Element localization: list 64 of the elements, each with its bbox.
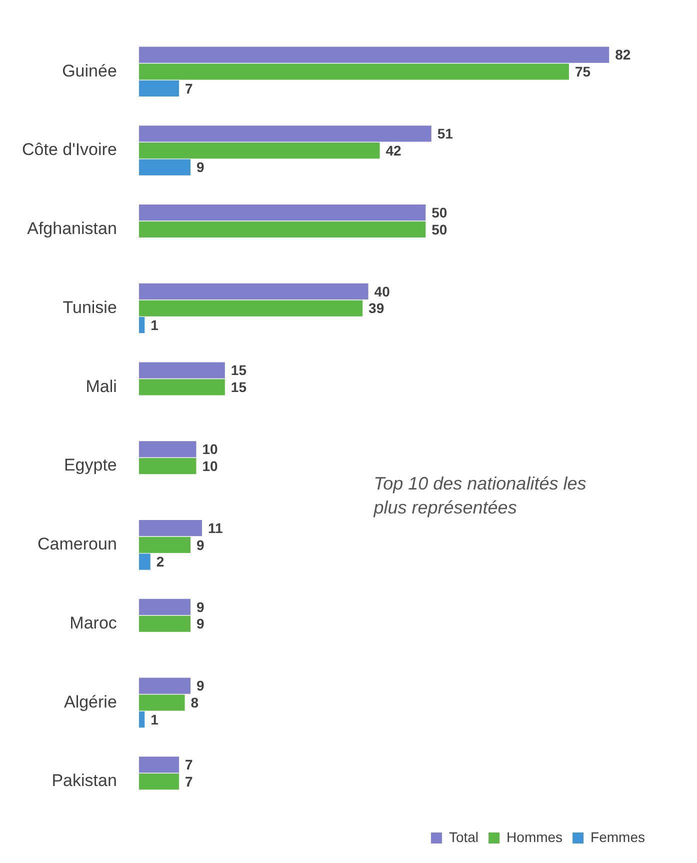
data-label: 75 (574, 64, 591, 80)
text: Top 10 des nationalités les plus représentées (372, 474, 586, 518)
bar (138, 520, 202, 536)
bar (138, 300, 363, 316)
bar (138, 126, 432, 142)
bar (138, 221, 426, 238)
data-label: 51 (437, 126, 454, 142)
bar (138, 317, 145, 334)
data-label: 40 (374, 283, 390, 300)
data-label: 11 (208, 520, 223, 536)
legend-label: Total (448, 828, 479, 845)
data-label: 15 (230, 379, 247, 396)
bar (138, 458, 196, 474)
data-label: 50 (432, 221, 448, 238)
data-label: 7 (185, 773, 194, 790)
bar (138, 159, 191, 176)
y-tick-label: Maroc (70, 613, 118, 632)
data-label: 9 (196, 598, 205, 615)
data-label: 8 (190, 694, 199, 711)
data-label: 39 (368, 300, 384, 316)
data-label: 2 (156, 554, 164, 570)
y-tick-label: Guinée (62, 61, 117, 80)
bar (138, 80, 180, 97)
legend-label: Femmes (590, 828, 646, 845)
bar (138, 773, 180, 790)
legend-label: Hommes (506, 828, 563, 845)
bar (138, 598, 191, 616)
bar (138, 616, 191, 632)
bar (138, 379, 225, 396)
bar (138, 142, 380, 159)
bar (138, 283, 368, 300)
y-tick-label: Algérie (64, 692, 117, 712)
data-label: 9 (196, 678, 205, 694)
bar (138, 46, 610, 63)
data-label: 9 (196, 616, 205, 632)
data-label: 7 (185, 80, 194, 96)
data-label: 50 (432, 204, 448, 220)
y-tick-label: Côte d'Ivoire (22, 140, 117, 160)
bar (138, 554, 150, 570)
bar (138, 678, 191, 694)
y-tick-label: Afghanistan (27, 219, 117, 238)
bar (138, 694, 185, 711)
bar (138, 64, 569, 80)
y-tick-label: Cameroun (38, 534, 117, 554)
bar (138, 362, 225, 378)
bar (138, 204, 426, 221)
bar (138, 536, 191, 553)
data-label: 9 (196, 536, 205, 553)
y-tick-label: Tunisie (62, 298, 117, 317)
data-label: 15 (230, 362, 247, 378)
data-label: 42 (386, 142, 402, 158)
data-label: 10 (202, 458, 218, 474)
data-label: 10 (202, 441, 218, 458)
data-label: 9 (196, 159, 205, 176)
y-tick-label: Egypte (64, 456, 117, 475)
data-label: 82 (615, 46, 631, 63)
y-tick-label: Pakistan (52, 771, 117, 790)
bar (138, 756, 180, 773)
bar (138, 711, 145, 728)
bar (138, 441, 196, 458)
y-tick-label: Mali (86, 376, 117, 396)
data-label: 7 (185, 756, 194, 773)
data-label: 1 (150, 316, 159, 333)
data-label: 1 (150, 711, 159, 728)
